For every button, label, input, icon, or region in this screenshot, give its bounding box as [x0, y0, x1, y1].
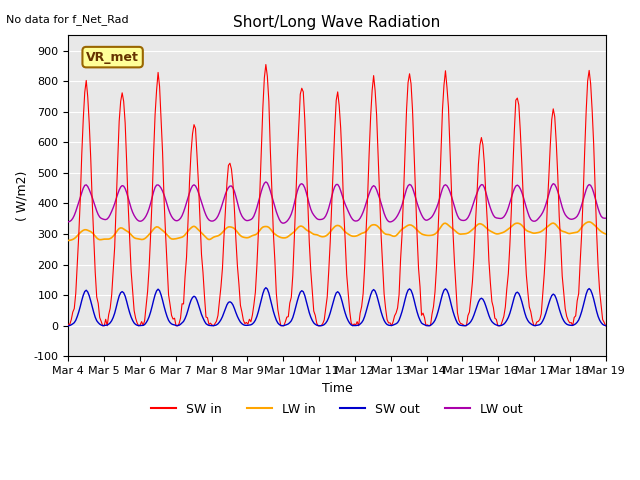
Text: VR_met: VR_met: [86, 50, 139, 64]
Title: Short/Long Wave Radiation: Short/Long Wave Radiation: [234, 15, 440, 30]
Text: No data for f_Net_Rad: No data for f_Net_Rad: [6, 14, 129, 25]
Y-axis label: ( W/m2): ( W/m2): [15, 171, 28, 221]
Legend: SW in, LW in, SW out, LW out: SW in, LW in, SW out, LW out: [146, 398, 528, 420]
X-axis label: Time: Time: [321, 382, 353, 395]
